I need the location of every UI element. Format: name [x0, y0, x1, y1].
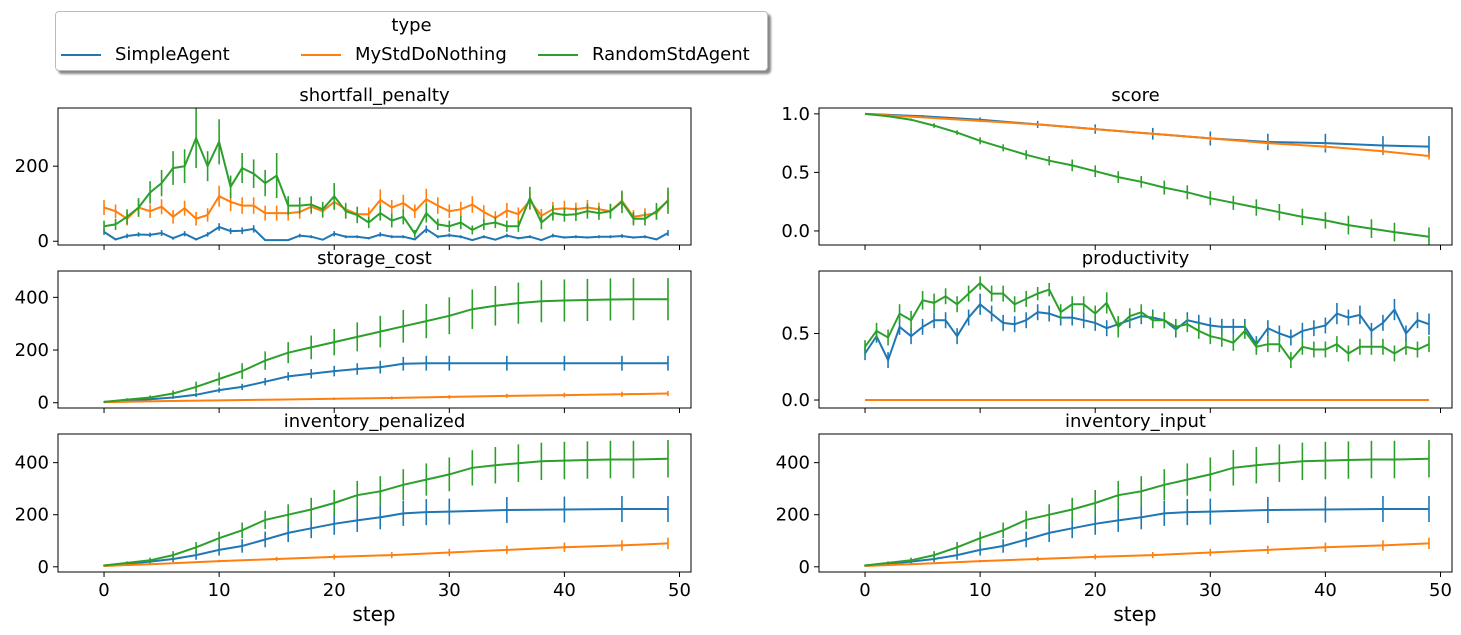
plot-area [864, 276, 1430, 401]
x-tick-label: 20 [1084, 580, 1107, 601]
series-line-randomstdagent [864, 281, 1430, 362]
legend-label-randomstdagent: RandomStdAgent [592, 44, 750, 65]
series-mystddonothing [103, 185, 669, 226]
plot-area [103, 108, 669, 242]
legend-item-randomstdagent: RandomStdAgent [538, 44, 750, 65]
y-tick-label: 0.5 [781, 324, 810, 345]
legend-label-mystddonothing: MyStdDoNothing [355, 44, 507, 65]
y-tick-label: 200 [15, 156, 49, 177]
axes-frame [57, 107, 692, 246]
panel-title: inventory_input [1065, 411, 1206, 432]
series-randomstdagent [864, 112, 1430, 245]
panel-productivity: productivity 0.0 0.5 [781, 248, 1453, 413]
panel-storage-cost: storage_cost 0 200 400 [15, 248, 692, 414]
series-line-randomstdagent [103, 298, 668, 403]
series-mystddonothing [864, 537, 1430, 567]
series-line-mystddonothing [864, 112, 1430, 157]
legend-item-simpleagent: SimpleAgent [61, 44, 230, 65]
x-tick-label: 40 [1314, 580, 1337, 601]
y-tick-label: 200 [15, 340, 49, 361]
series-randomstdagent [864, 276, 1430, 369]
panel-shortfall-penalty: shortfall_penalty 0 200 [15, 85, 692, 252]
x-tick-label: 0 [98, 580, 109, 601]
plot-area [103, 439, 669, 567]
panel-title: score [1111, 85, 1159, 106]
x-tick-label: 50 [1429, 580, 1452, 601]
plot-area [864, 112, 1430, 245]
axes-frame [818, 107, 1453, 246]
series-line-randomstdagent [103, 135, 669, 236]
y-tick-label: 0 [38, 393, 49, 414]
series-line-randomstdagent [103, 457, 669, 567]
panel-inventory-input: inventory_input 0 200 400 0 10 20 30 40 50 [776, 411, 1453, 601]
series-randomstdagent [103, 108, 669, 238]
series-randomstdagent [864, 439, 1430, 567]
axes-frame [57, 270, 692, 409]
series-randomstdagent [103, 278, 669, 403]
legend-label-simpleagent: SimpleAgent [115, 44, 230, 65]
panel-title: inventory_penalized [284, 411, 466, 432]
series-simpleagent [864, 293, 1430, 369]
series-mystddonothing [103, 537, 669, 567]
legend-swatch-simpleagent [61, 53, 101, 56]
series-randomstdagent [103, 439, 669, 567]
panel-title: storage_cost [317, 248, 432, 269]
x-tick-label: 20 [323, 580, 346, 601]
y-tick-label: 0.5 [781, 162, 810, 183]
y-tick-label: 0 [38, 557, 49, 578]
legend-swatch-mystddonothing [301, 53, 341, 56]
series-mystddonothing [103, 390, 669, 404]
series-line-mystddonothing [864, 542, 1430, 567]
y-tick-label: 0.0 [781, 390, 810, 411]
y-tick-label: 0 [799, 557, 810, 578]
axes-frame [57, 433, 692, 573]
y-tick-label: 200 [15, 505, 49, 526]
y-tick-label: 0 [38, 231, 49, 252]
series-simpleagent [103, 223, 669, 242]
x-tick-label: 10 [969, 580, 992, 601]
y-tick-label: 200 [776, 505, 810, 526]
x-tick-label: 0 [859, 580, 870, 601]
axes-frame [818, 270, 1453, 409]
x-axis-label-left: step [352, 602, 395, 626]
y-tick-label: 400 [15, 453, 49, 474]
y-tick-label: 400 [776, 453, 810, 474]
panel-title: productivity [1082, 248, 1190, 269]
y-tick-label: 0.0 [781, 221, 810, 242]
panel-title: shortfall_penalty [299, 85, 450, 106]
series-line-simpleagent [864, 508, 1429, 567]
series-line-simpleagent [103, 225, 669, 242]
legend-swatch-randomstdagent [538, 53, 578, 56]
series-line-mystddonothing [103, 542, 669, 567]
x-tick-label: 50 [668, 580, 691, 601]
legend-item-mystddonothing: MyStdDoNothing [301, 44, 507, 65]
series-line-mystddonothing [103, 194, 669, 220]
plot-area [864, 439, 1430, 567]
x-tick-label: 40 [553, 580, 576, 601]
series-simpleagent [864, 495, 1430, 567]
series-simpleagent [864, 112, 1430, 158]
panel-score: score 0.0 0.5 1.0 [781, 85, 1453, 250]
panel-inventory-penalized: inventory_penalized 0 200 400 0 10 20 30 40 50 [15, 411, 692, 601]
y-tick-label: 400 [15, 287, 49, 308]
x-tick-label: 30 [1199, 580, 1222, 601]
series-line-randomstdagent [864, 457, 1430, 567]
y-tick-label: 1.0 [781, 104, 810, 125]
series-line-simpleagent [103, 508, 668, 567]
axes-frame [818, 433, 1453, 573]
series-line-simpleagent [103, 362, 668, 403]
x-tick-label: 30 [438, 580, 461, 601]
legend-title: type [391, 15, 432, 36]
x-axis-label-right: step [1113, 602, 1156, 626]
plot-area [103, 278, 669, 404]
series-line-simpleagent [864, 302, 1430, 363]
x-tick-label: 10 [208, 580, 231, 601]
series-mystddonothing [864, 112, 1430, 160]
legend: type SimpleAgent MyStdDoNothing RandomSt… [55, 11, 768, 71]
